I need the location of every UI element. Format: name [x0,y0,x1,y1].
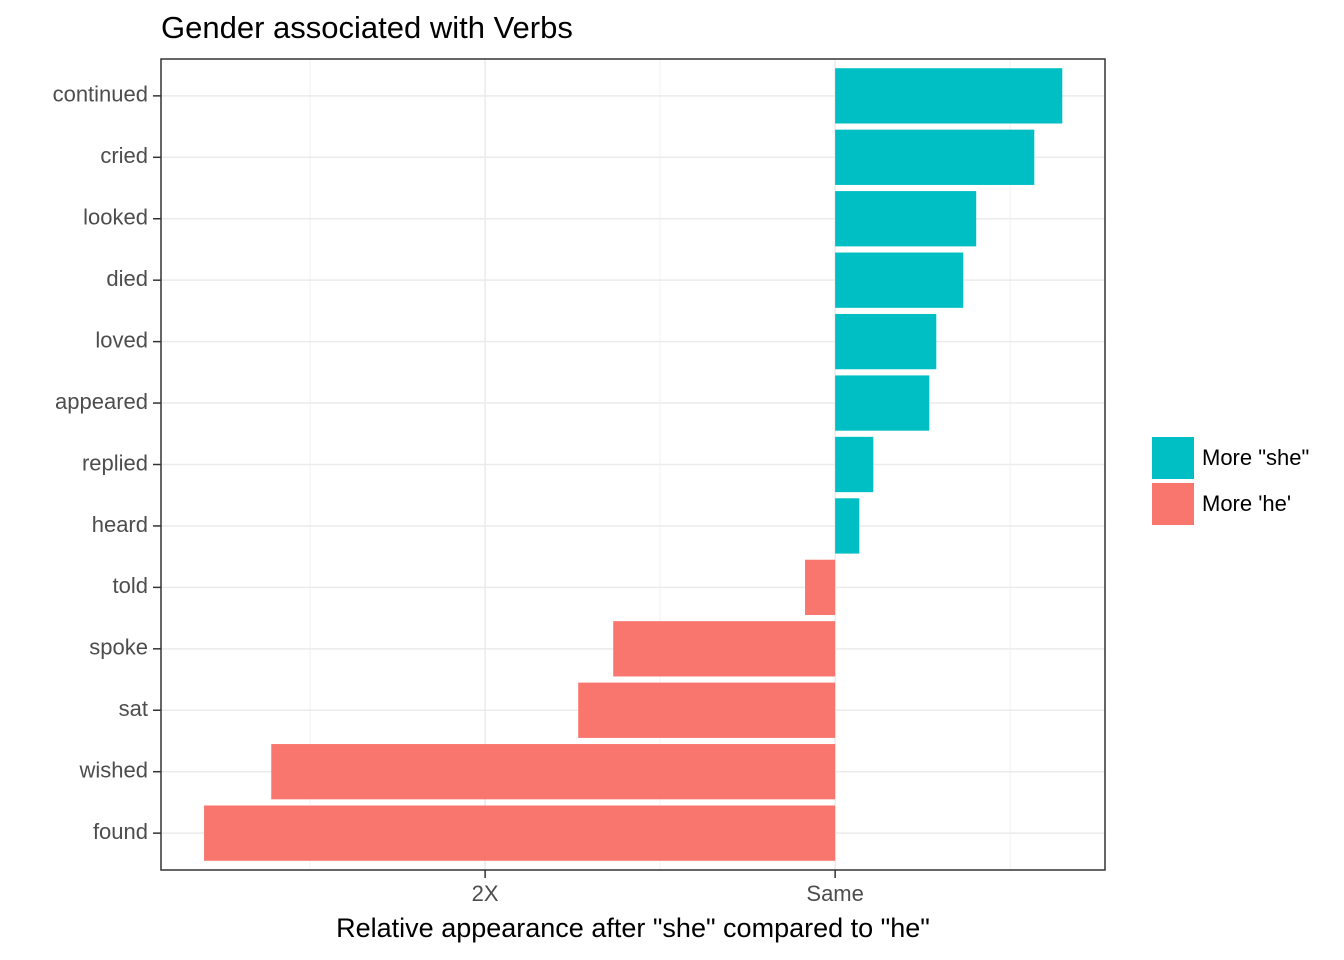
chart-title: Gender associated with Verbs [161,10,573,45]
bar [835,68,1063,124]
bar [835,375,930,431]
legend-label: More "she" [1202,445,1309,470]
y-tick-label: wished [79,758,148,783]
y-tick-label: heard [92,512,148,537]
y-tick-label: replied [82,450,148,475]
x-tick-label: 2X [472,881,499,906]
y-tick-label: continued [53,82,148,107]
legend-label: More 'he' [1202,491,1291,516]
bar [204,805,836,861]
legend-key [1152,483,1194,525]
x-axis-label: Relative appearance after "she" compared… [336,913,930,943]
y-tick-label: cried [100,143,148,168]
bar [835,436,874,493]
bar [835,191,977,247]
bar [805,559,836,616]
bar [271,744,836,800]
bar [613,621,836,677]
y-tick-label: appeared [55,389,148,414]
y-tick-label: sat [119,696,148,721]
bar [835,498,860,554]
y-tick-label: spoke [89,635,148,660]
x-tick-label: Same [806,881,863,906]
y-tick-label: told [113,573,148,598]
bar [835,313,937,370]
y-tick-label: died [106,266,148,291]
bar [578,682,836,738]
legend-key [1152,437,1194,479]
y-tick-label: loved [95,327,148,352]
y-tick-label: found [93,819,148,844]
y-tick-label: looked [83,205,148,230]
bar [835,252,964,308]
bar [835,129,1035,185]
